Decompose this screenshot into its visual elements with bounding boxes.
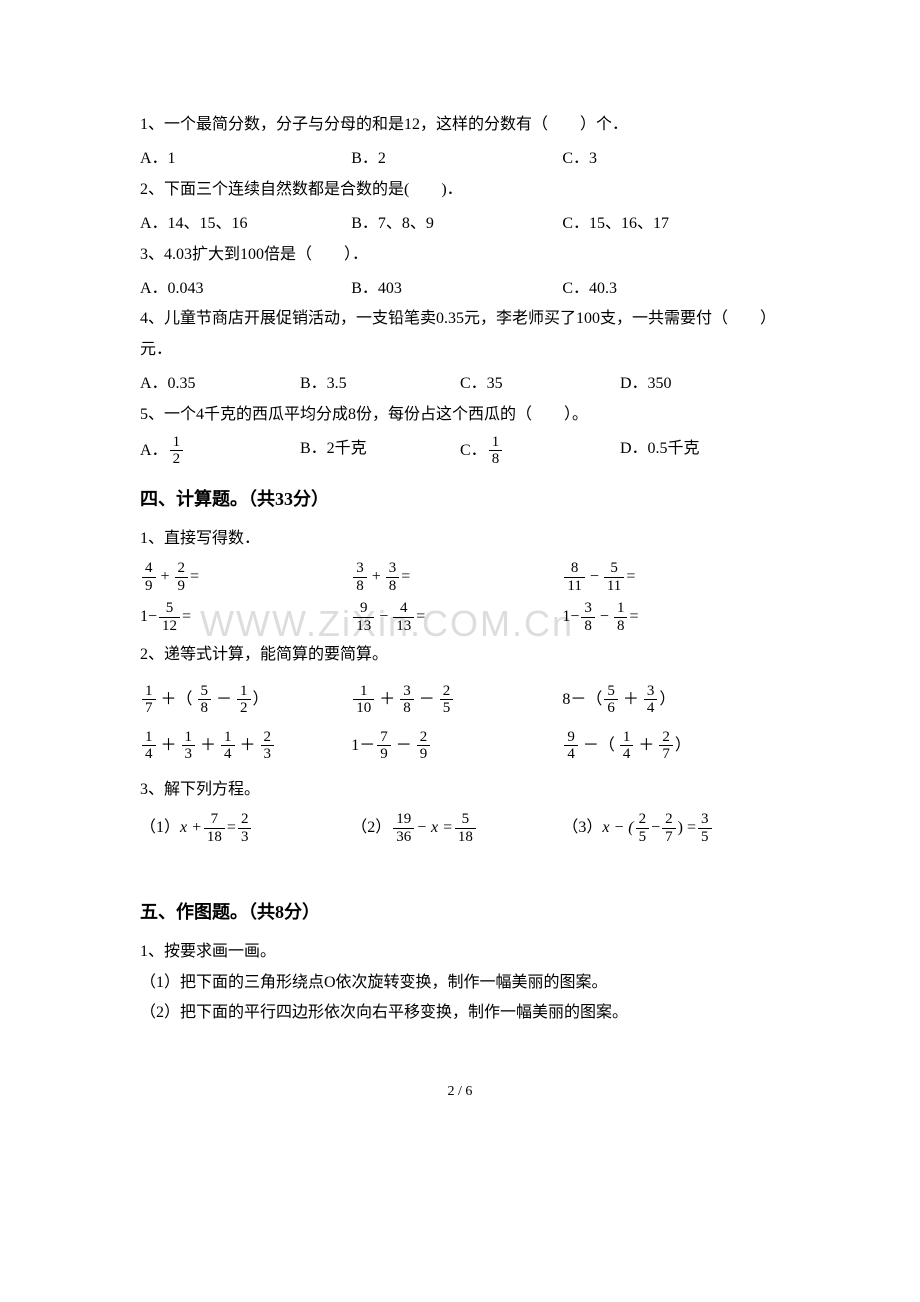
calc-r3-c: 8－（ 56 ＋ 34 ）: [562, 683, 773, 717]
q5-options: A． 12 B．2千克 C． 18 D．0.5千克: [140, 434, 780, 468]
q3-opt-a: A．0.043: [140, 274, 351, 304]
calc-r2-a: 1− 512 =: [140, 600, 351, 634]
calc-row1: 49 + 29 = 38 + 38 = 811 − 511 =: [140, 560, 780, 594]
q5-stem: 5、一个4千克的西瓜平均分成8份，每份占这个西瓜的（ ）。: [140, 400, 780, 430]
calc-r3-a: 17 ＋（ 58 － 12 ）: [140, 683, 351, 717]
page-content: 1、一个最简分数，分子与分母的和是12，这样的分数有（ ）个． A．1 B．2 …: [140, 110, 780, 1105]
calc-r2-b: 913 − 413 =: [351, 600, 562, 634]
q4-opt-c: C．35: [460, 369, 620, 399]
q3-opt-c: C．40.3: [562, 274, 773, 304]
q1-opt-a: A．1: [140, 144, 351, 174]
calc-r4-c: 94 －（ 14 ＋ 27 ）: [562, 729, 773, 763]
calc-r4-a: 14 ＋ 13 ＋ 14 ＋ 23: [140, 729, 351, 763]
calc-r4-b: 1－ 79 － 29: [351, 729, 562, 763]
q5-a-label: A．: [140, 436, 168, 466]
eq1: （1） x + 718 = 23: [140, 811, 351, 845]
q4-options: A．0.35 B．3.5 C．35 D．350: [140, 369, 780, 399]
q1-stem: 1、一个最简分数，分子与分母的和是12，这样的分数有（ ）个．: [140, 110, 780, 140]
q2-opt-a: A．14、15、16: [140, 209, 351, 239]
sec4-p2: 2、递等式计算，能简算的要简算。: [140, 640, 780, 670]
q2-opt-c: C．15、16、17: [562, 209, 773, 239]
section5-title: 五、作图题。（共8分）: [140, 895, 780, 929]
calc-row3: 17 ＋（ 58 － 12 ） 110 ＋ 38 － 25 8－（ 56 ＋ 3…: [140, 683, 780, 717]
calc-row4: 14 ＋ 13 ＋ 14 ＋ 23 1－ 79 － 29 94 －（ 14 ＋ …: [140, 729, 780, 763]
eq2: （2） 1936 − x = 518: [351, 811, 562, 845]
q1-options: A．1 B．2 C．3: [140, 144, 780, 174]
q5-c-frac: 18: [489, 434, 503, 468]
sec5-s2: （2）把下面的平行四边形依次向右平移变换，制作一幅美丽的图案。: [140, 998, 780, 1028]
q4-opt-d: D．350: [620, 369, 780, 399]
calc-r2-c: 1− 38 − 18 =: [562, 600, 773, 634]
eq3: （3） x − ( 25 − 27 ) = 35: [562, 811, 773, 845]
q4-opt-a: A．0.35: [140, 369, 300, 399]
page-footer: 2 / 6: [140, 1079, 780, 1106]
calc-r1-a: 49 + 29 =: [140, 560, 351, 594]
q2-stem: 2、下面三个连续自然数都是合数的是( )．: [140, 175, 780, 205]
equations-row: （1） x + 718 = 23 （2） 1936 − x = 518 （3） …: [140, 811, 780, 845]
q2-opt-b: B．7、8、9: [351, 209, 562, 239]
q4-opt-b: B．3.5: [300, 369, 460, 399]
q2-options: A．14、15、16 B．7、8、9 C．15、16、17: [140, 209, 780, 239]
calc-row2: 1− 512 = 913 − 413 = 1− 38 − 18 =: [140, 600, 780, 634]
calc-r1-c: 811 − 511 =: [562, 560, 773, 594]
q5-opt-a: A． 12: [140, 434, 300, 468]
q3-opt-b: B．403: [351, 274, 562, 304]
sec4-p3: 3、解下列方程。: [140, 775, 780, 805]
q5-a-frac: 12: [170, 434, 184, 468]
q5-opt-d: D．0.5千克: [620, 434, 780, 468]
q4-stem: 4、儿童节商店开展促销活动，一支铅笔卖0.35元，李老师买了100支，一共需要付…: [140, 304, 780, 365]
sec4-p1: 1、直接写得数．: [140, 524, 780, 554]
sec5-s1: （1）把下面的三角形绕点O依次旋转变换，制作一幅美丽的图案。: [140, 968, 780, 998]
q5-opt-b: B．2千克: [300, 434, 460, 468]
calc-r3-b: 110 ＋ 38 － 25: [351, 683, 562, 717]
section4-title: 四、计算题。（共33分）: [140, 482, 780, 516]
calc-r1-b: 38 + 38 =: [351, 560, 562, 594]
q3-options: A．0.043 B．403 C．40.3: [140, 274, 780, 304]
sec5-p1: 1、按要求画一画。: [140, 937, 780, 967]
q5-opt-c: C． 18: [460, 434, 620, 468]
q1-opt-c: C．3: [562, 144, 773, 174]
q3-stem: 3、4.03扩大到100倍是（ ）．: [140, 240, 780, 270]
q1-opt-b: B．2: [351, 144, 562, 174]
q5-c-label: C．: [460, 436, 487, 466]
